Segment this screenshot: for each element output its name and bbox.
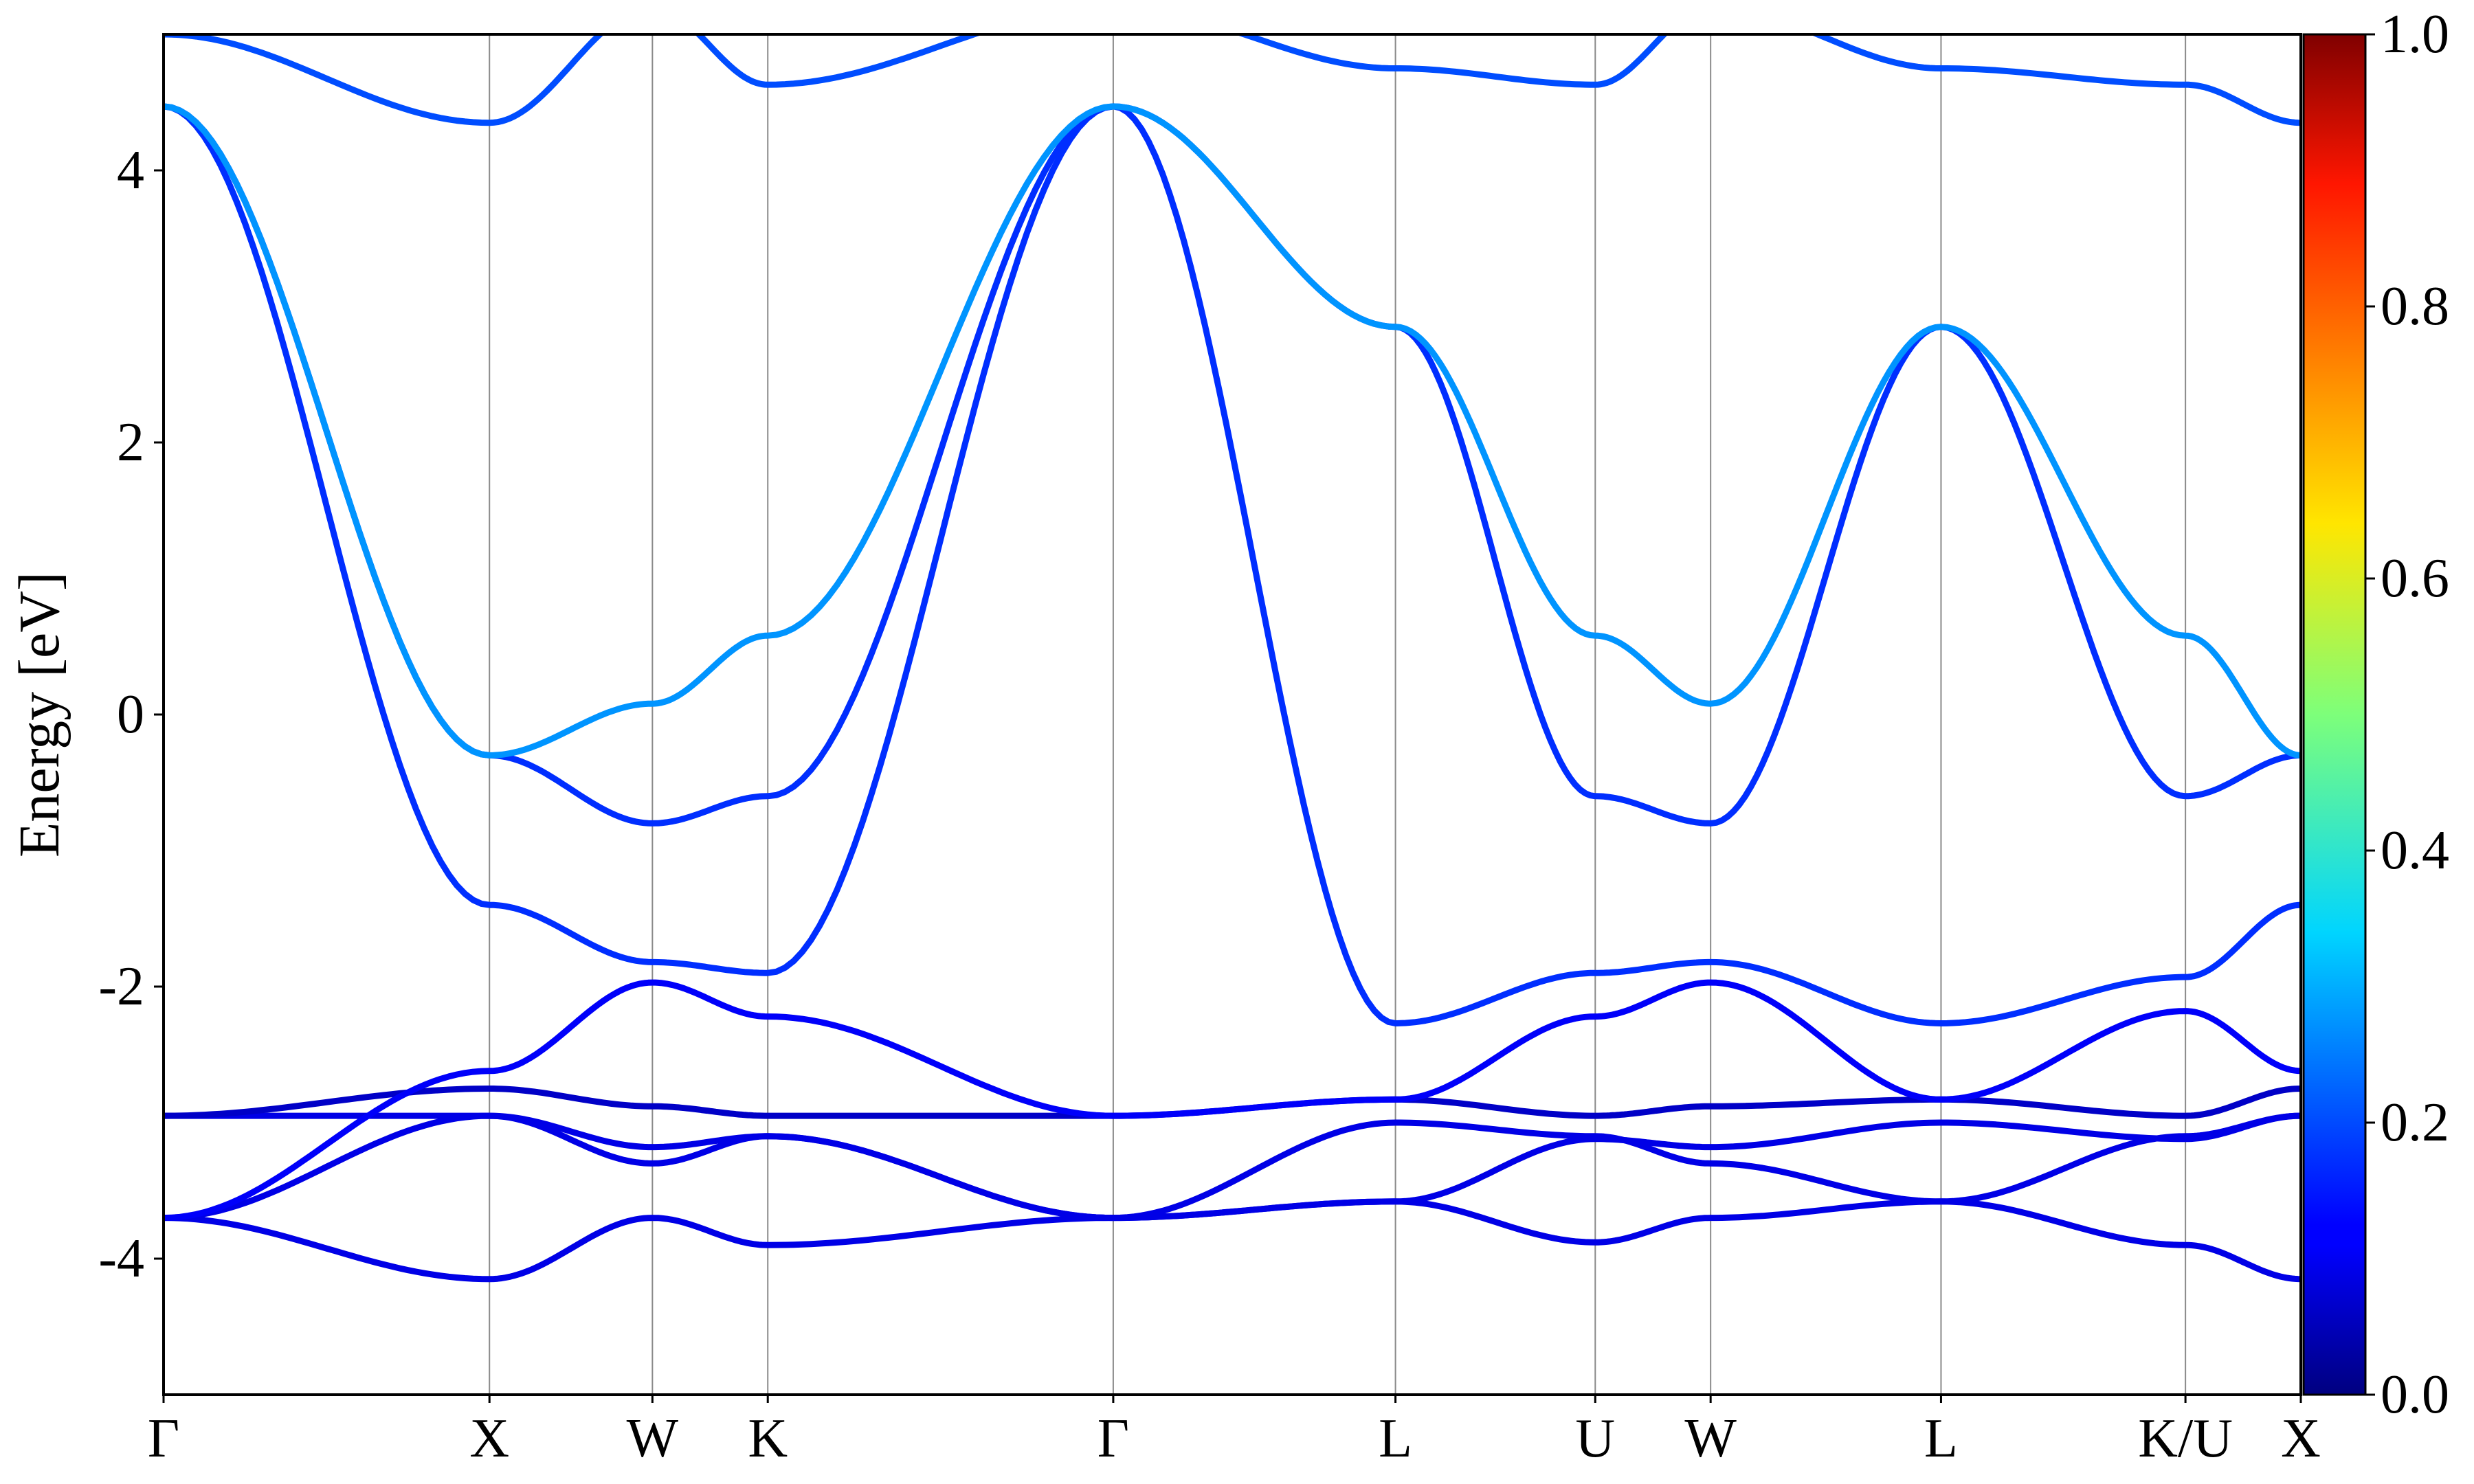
x-tick-label: W — [627, 1408, 679, 1469]
y-axis-label: Energy [eV] — [8, 572, 71, 857]
x-tick-label: L — [1379, 1408, 1412, 1469]
y-axis: 4 2 0 -2 -4 — [98, 140, 164, 1289]
band-line — [164, 1112, 2301, 1222]
x-tick-label: Γ — [1097, 1408, 1129, 1469]
y-tick-label: 0 — [117, 684, 144, 745]
k-point-gridlines — [489, 34, 2187, 1395]
colorbar-tick-label: 1.0 — [2381, 4, 2449, 65]
colorbar-gradient — [2302, 33, 2367, 1396]
band-line — [164, 34, 2301, 126]
colorbar: 1.0 0.8 0.6 0.4 0.2 0.0 — [2302, 4, 2449, 1425]
y-tick-label: 4 — [117, 140, 144, 201]
band-line — [164, 103, 2301, 1026]
x-axis: Γ X W K Γ L U W L K/U X — [148, 1395, 2321, 1469]
y-tick-label: -4 — [98, 1228, 144, 1289]
x-tick-label: X — [2281, 1408, 2321, 1469]
colorbar-tick-label: 0.2 — [2381, 1092, 2449, 1153]
band-line — [164, 979, 2301, 1222]
colorbar-tick-label: 0.6 — [2381, 548, 2449, 609]
colorbar-ticks: 1.0 0.8 0.6 0.4 0.2 0.0 — [2365, 4, 2449, 1425]
x-tick-label: L — [1924, 1408, 1958, 1469]
band-line — [164, 103, 2301, 758]
colorbar-tick-label: 0.8 — [2381, 276, 2449, 337]
colorbar-tick-label: 0.0 — [2381, 1364, 2449, 1425]
x-tick-label: K — [748, 1408, 788, 1469]
x-tick-label: Γ — [148, 1408, 179, 1469]
bands — [164, 34, 2301, 1283]
x-tick-label: K/U — [2138, 1408, 2233, 1469]
colorbar-tick-label: 0.4 — [2381, 820, 2449, 881]
y-tick-label: -2 — [98, 956, 144, 1017]
band-line — [164, 1112, 2301, 1222]
x-tick-label: W — [1684, 1408, 1737, 1469]
y-tick-label: 2 — [117, 412, 144, 473]
x-tick-label: U — [1575, 1408, 1615, 1469]
x-tick-label: X — [469, 1408, 509, 1469]
plot-frame — [162, 33, 2302, 1396]
